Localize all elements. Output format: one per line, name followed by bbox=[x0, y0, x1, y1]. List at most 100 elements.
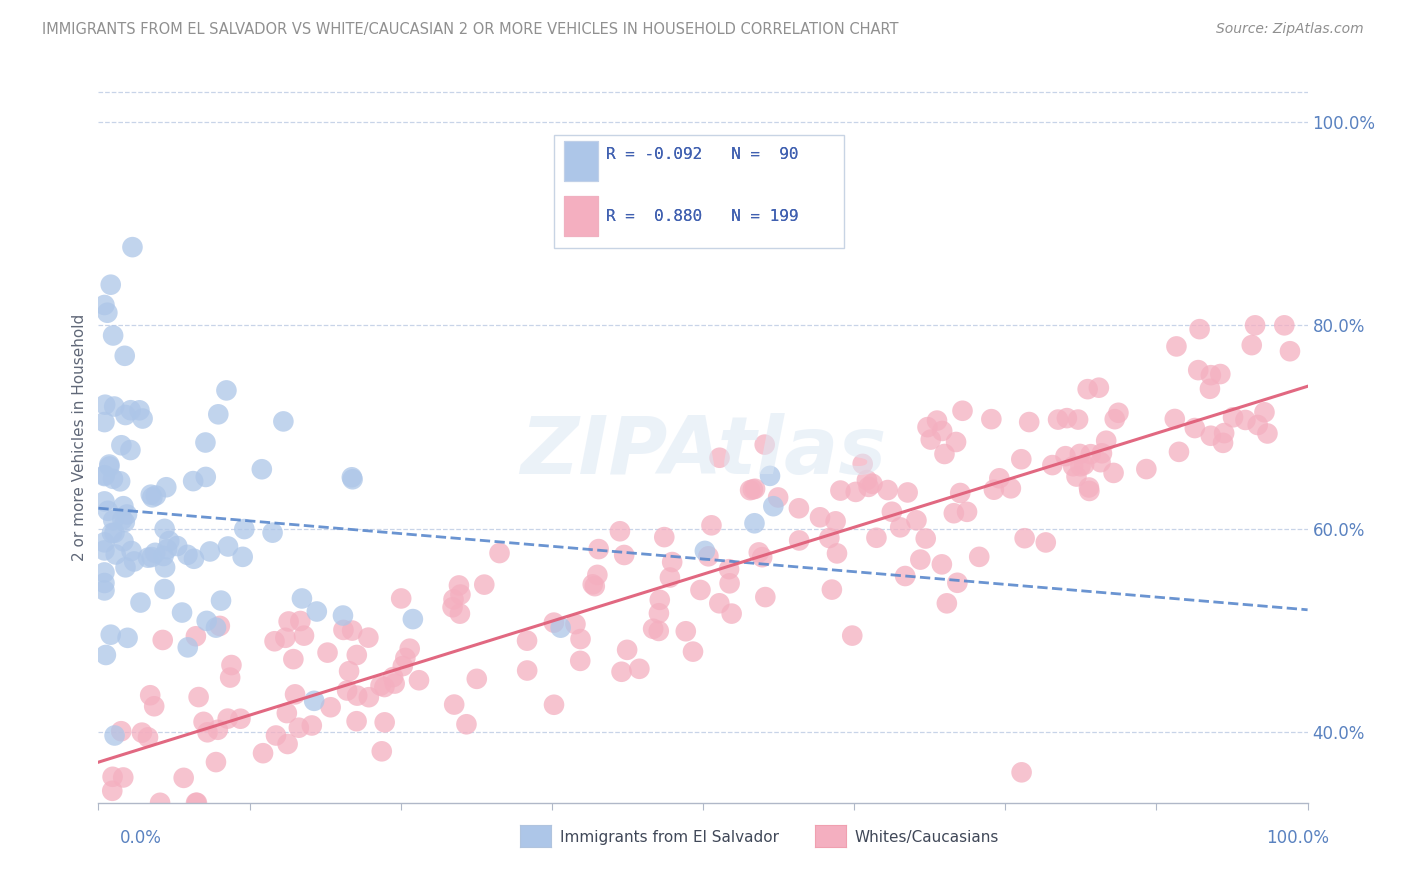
Point bbox=[1104, 412, 1126, 426]
Point bbox=[1066, 469, 1088, 483]
Point bbox=[217, 540, 239, 554]
Point bbox=[346, 689, 368, 703]
Point bbox=[346, 648, 368, 662]
Bar bbox=[564, 195, 598, 235]
Point bbox=[221, 658, 243, 673]
Point bbox=[894, 569, 917, 583]
Point bbox=[194, 435, 217, 450]
Point bbox=[207, 407, 229, 421]
Point bbox=[232, 549, 254, 564]
Point bbox=[754, 437, 776, 451]
Point bbox=[1077, 481, 1099, 495]
Point bbox=[516, 664, 538, 678]
Point bbox=[121, 544, 143, 558]
Point bbox=[1078, 483, 1101, 498]
Point bbox=[718, 562, 741, 576]
Text: ZIPAtlas: ZIPAtlas bbox=[520, 413, 886, 491]
Point bbox=[588, 542, 610, 557]
Point bbox=[720, 607, 742, 621]
Point bbox=[949, 486, 972, 500]
Point bbox=[193, 714, 215, 729]
Point bbox=[181, 474, 204, 488]
Point bbox=[610, 665, 633, 679]
Point bbox=[661, 555, 683, 569]
Point bbox=[1073, 458, 1095, 472]
Point bbox=[1209, 367, 1232, 381]
Point bbox=[628, 662, 651, 676]
Point bbox=[1069, 447, 1091, 461]
Point bbox=[93, 494, 115, 508]
Point bbox=[195, 614, 218, 628]
Bar bbox=[564, 141, 598, 181]
Point bbox=[751, 550, 773, 565]
Point bbox=[357, 690, 380, 705]
Point bbox=[205, 621, 228, 635]
Point bbox=[1040, 458, 1063, 472]
Point bbox=[983, 483, 1005, 497]
Point bbox=[100, 628, 122, 642]
Point bbox=[925, 414, 948, 428]
Point bbox=[209, 593, 232, 607]
Point bbox=[114, 515, 136, 529]
Point bbox=[346, 714, 368, 729]
Point bbox=[443, 592, 465, 607]
Point bbox=[277, 737, 299, 751]
Point bbox=[93, 469, 115, 483]
Point bbox=[111, 513, 134, 527]
Point bbox=[108, 475, 131, 489]
Point bbox=[488, 546, 510, 560]
Point bbox=[94, 398, 117, 412]
Point bbox=[112, 771, 135, 785]
Point bbox=[648, 607, 671, 621]
Text: Immigrants from El Salvador: Immigrants from El Salvador bbox=[560, 830, 779, 845]
Point bbox=[370, 679, 392, 693]
Point bbox=[709, 596, 731, 610]
Point bbox=[143, 699, 166, 714]
Point bbox=[766, 491, 789, 505]
Point bbox=[153, 522, 176, 536]
Point bbox=[156, 542, 179, 557]
Point bbox=[184, 629, 207, 643]
Point bbox=[340, 470, 363, 484]
Point bbox=[449, 607, 471, 621]
Point bbox=[449, 588, 471, 602]
Point bbox=[934, 447, 956, 461]
Point bbox=[273, 414, 295, 428]
Point bbox=[889, 520, 911, 534]
Point bbox=[336, 683, 359, 698]
Text: Source: ZipAtlas.com: Source: ZipAtlas.com bbox=[1216, 22, 1364, 37]
Point bbox=[93, 415, 115, 429]
Point bbox=[155, 480, 177, 494]
Point bbox=[613, 548, 636, 562]
Text: R =  0.880   N = 199: R = 0.880 N = 199 bbox=[606, 209, 799, 224]
Point bbox=[675, 624, 697, 639]
Point bbox=[564, 617, 586, 632]
Point bbox=[302, 694, 325, 708]
Point bbox=[1062, 459, 1084, 474]
Point bbox=[94, 648, 117, 662]
Point bbox=[121, 240, 143, 254]
Point bbox=[284, 687, 307, 701]
Point bbox=[1054, 449, 1077, 463]
Point bbox=[1184, 421, 1206, 435]
Point bbox=[1135, 462, 1157, 476]
Point bbox=[1212, 435, 1234, 450]
Point bbox=[1000, 481, 1022, 495]
Point bbox=[693, 544, 716, 558]
Point bbox=[101, 784, 124, 798]
Point bbox=[609, 524, 631, 539]
Point bbox=[1222, 410, 1244, 425]
Point bbox=[1091, 446, 1114, 460]
Point bbox=[332, 623, 354, 637]
Point bbox=[98, 459, 121, 474]
Point bbox=[880, 505, 903, 519]
Point bbox=[152, 632, 174, 647]
Point bbox=[398, 641, 420, 656]
Point bbox=[194, 470, 217, 484]
Point bbox=[122, 554, 145, 568]
Point bbox=[818, 531, 841, 545]
Point bbox=[744, 516, 766, 531]
Point bbox=[824, 514, 846, 528]
Point bbox=[389, 591, 412, 606]
Bar bbox=[554, 135, 845, 248]
